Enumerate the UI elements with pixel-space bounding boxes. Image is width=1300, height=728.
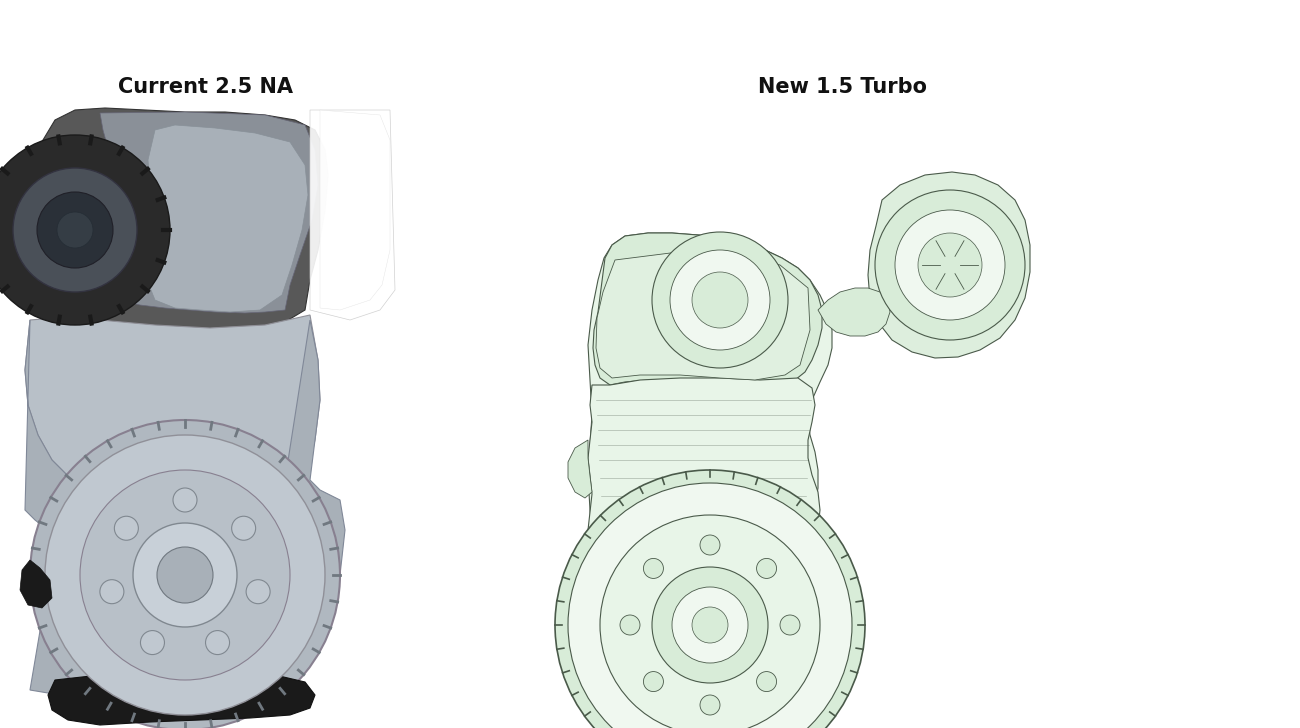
Text: New 1.5 Turbo: New 1.5 Turbo bbox=[758, 77, 927, 97]
Circle shape bbox=[157, 547, 213, 603]
Polygon shape bbox=[588, 378, 820, 578]
Polygon shape bbox=[20, 108, 328, 330]
Circle shape bbox=[246, 579, 270, 604]
Circle shape bbox=[30, 420, 341, 728]
Circle shape bbox=[692, 272, 747, 328]
Polygon shape bbox=[25, 315, 320, 513]
Circle shape bbox=[57, 212, 94, 248]
Circle shape bbox=[757, 558, 776, 579]
Polygon shape bbox=[595, 248, 810, 380]
Circle shape bbox=[568, 483, 852, 728]
Polygon shape bbox=[25, 320, 344, 695]
Polygon shape bbox=[48, 670, 315, 725]
Circle shape bbox=[653, 232, 788, 368]
Circle shape bbox=[875, 190, 1024, 340]
Circle shape bbox=[653, 567, 768, 683]
Polygon shape bbox=[818, 288, 891, 336]
Circle shape bbox=[672, 587, 748, 663]
Circle shape bbox=[692, 607, 728, 643]
Circle shape bbox=[114, 516, 138, 540]
Circle shape bbox=[894, 210, 1005, 320]
Circle shape bbox=[205, 630, 230, 654]
Circle shape bbox=[0, 135, 170, 325]
Polygon shape bbox=[142, 125, 308, 312]
Circle shape bbox=[140, 630, 165, 654]
Circle shape bbox=[173, 488, 198, 512]
Circle shape bbox=[757, 671, 776, 692]
Circle shape bbox=[100, 579, 124, 604]
Circle shape bbox=[601, 515, 820, 728]
Circle shape bbox=[231, 516, 256, 540]
Polygon shape bbox=[568, 440, 592, 498]
Circle shape bbox=[13, 168, 136, 292]
Circle shape bbox=[670, 250, 770, 350]
Polygon shape bbox=[20, 560, 52, 608]
Polygon shape bbox=[100, 112, 318, 313]
Polygon shape bbox=[868, 172, 1030, 358]
Circle shape bbox=[699, 535, 720, 555]
Polygon shape bbox=[309, 110, 395, 320]
Polygon shape bbox=[593, 233, 822, 387]
Polygon shape bbox=[647, 690, 758, 728]
Circle shape bbox=[644, 671, 663, 692]
Circle shape bbox=[133, 523, 237, 627]
Circle shape bbox=[81, 470, 290, 680]
Circle shape bbox=[46, 435, 325, 715]
Polygon shape bbox=[588, 233, 832, 708]
Circle shape bbox=[918, 233, 982, 297]
Circle shape bbox=[555, 470, 864, 728]
Text: Current 2.5 NA: Current 2.5 NA bbox=[117, 77, 292, 97]
Circle shape bbox=[780, 615, 800, 635]
Circle shape bbox=[644, 558, 663, 579]
Polygon shape bbox=[320, 110, 390, 310]
Circle shape bbox=[620, 615, 640, 635]
Circle shape bbox=[36, 192, 113, 268]
Circle shape bbox=[699, 695, 720, 715]
